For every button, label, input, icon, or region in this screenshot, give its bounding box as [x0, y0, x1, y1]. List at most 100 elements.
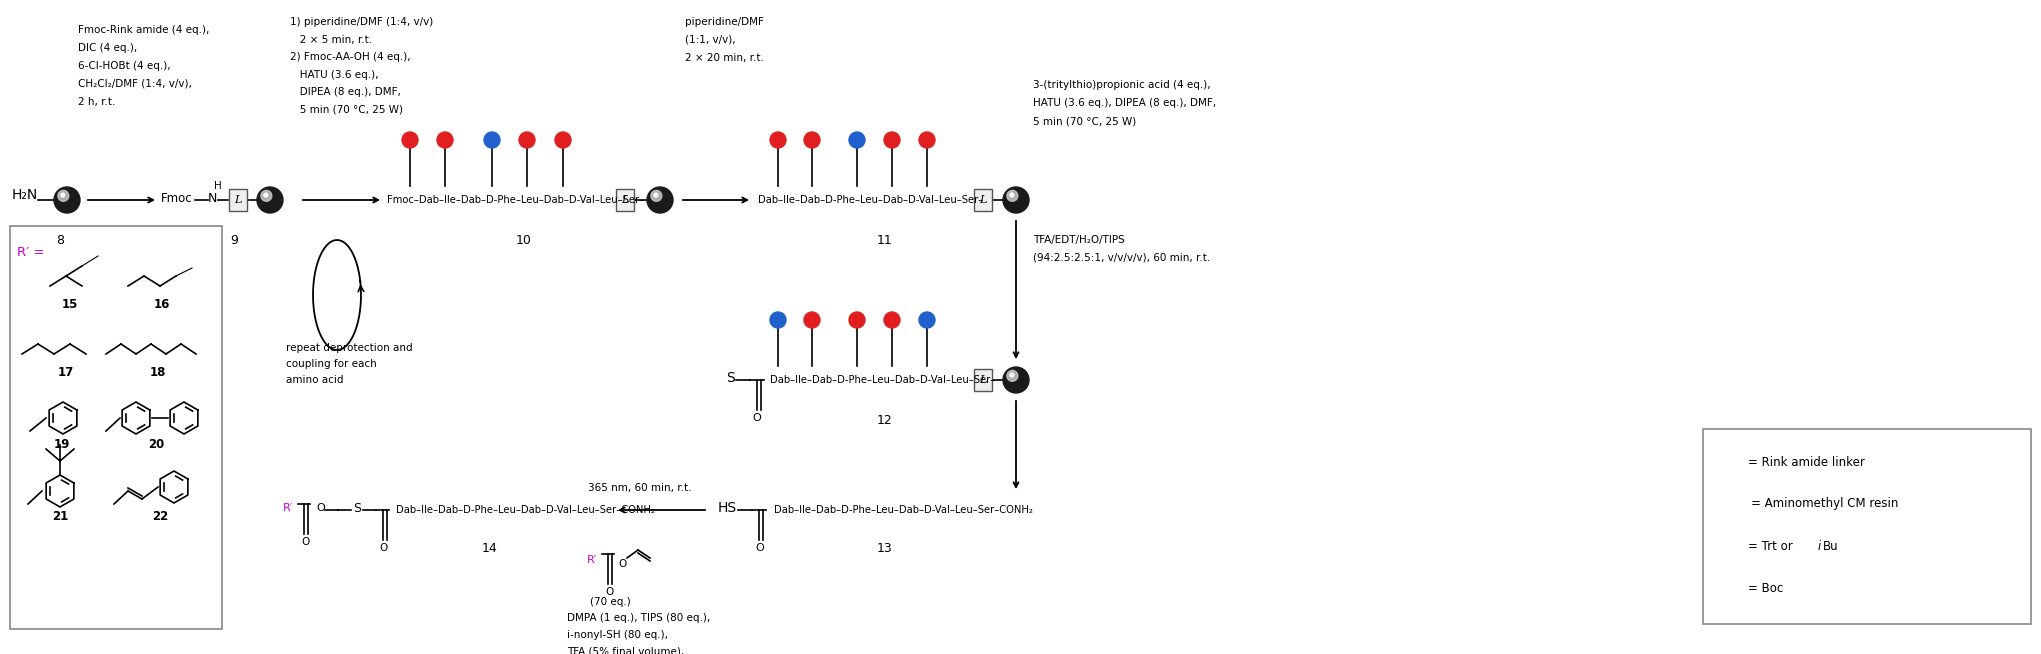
Text: H: H	[214, 181, 222, 191]
Text: 21: 21	[51, 511, 67, 523]
Text: 5 min (70 °C, 25 W): 5 min (70 °C, 25 W)	[1033, 116, 1137, 126]
Text: 14: 14	[482, 542, 498, 555]
Text: O: O	[618, 559, 627, 569]
Text: 1) piperidine/DMF (1:4, v/v): 1) piperidine/DMF (1:4, v/v)	[290, 17, 433, 27]
Circle shape	[57, 190, 69, 201]
Text: 3-(tritylthio)propionic acid (4 eq.),: 3-(tritylthio)propionic acid (4 eq.),	[1033, 80, 1210, 90]
FancyBboxPatch shape	[1702, 429, 2031, 624]
Text: 365 nm, 60 min, r.t.: 365 nm, 60 min, r.t.	[588, 483, 692, 493]
Circle shape	[1721, 578, 1741, 598]
Text: coupling for each: coupling for each	[286, 359, 378, 369]
Text: R′: R′	[588, 555, 598, 565]
Text: repeat deprotection and: repeat deprotection and	[286, 343, 412, 353]
Text: Bu: Bu	[1823, 540, 1839, 553]
Text: i: i	[1819, 540, 1821, 553]
Text: O: O	[300, 537, 308, 547]
Text: DMPA (1 eq.), TIPS (80 eq.),: DMPA (1 eq.), TIPS (80 eq.),	[567, 613, 710, 623]
Circle shape	[849, 132, 865, 148]
Circle shape	[484, 132, 500, 148]
Circle shape	[918, 312, 935, 328]
Text: O: O	[753, 413, 761, 423]
Text: HATU (3.6 eq.),: HATU (3.6 eq.),	[290, 69, 378, 80]
Circle shape	[263, 193, 267, 197]
Circle shape	[1719, 491, 1743, 517]
Text: HS: HS	[718, 501, 737, 515]
Text: 2 × 5 min, r.t.: 2 × 5 min, r.t.	[290, 35, 371, 44]
FancyBboxPatch shape	[229, 189, 247, 211]
Text: Dab–Ile–Dab–D-Phe–Leu–Dab–D-Val–Leu–Ser–: Dab–Ile–Dab–D-Phe–Leu–Dab–D-Val–Leu–Ser–	[757, 195, 984, 205]
Text: L: L	[235, 195, 241, 205]
Circle shape	[918, 132, 935, 148]
Circle shape	[1723, 494, 1733, 506]
Text: L: L	[980, 375, 986, 385]
Circle shape	[849, 312, 865, 328]
Text: = Rink amide linker: = Rink amide linker	[1747, 455, 1865, 468]
Circle shape	[402, 132, 418, 148]
Circle shape	[1002, 367, 1029, 393]
Text: 9: 9	[231, 233, 239, 247]
Text: = Trt or: = Trt or	[1747, 540, 1796, 553]
Text: CH₂Cl₂/DMF (1:4, v/v),: CH₂Cl₂/DMF (1:4, v/v),	[78, 79, 192, 89]
Circle shape	[261, 190, 271, 201]
Text: (70 eq.): (70 eq.)	[590, 597, 631, 607]
Text: 10: 10	[516, 233, 533, 247]
Text: R′ =: R′ =	[16, 245, 45, 258]
Text: Fmoc-Rink amide (4 eq.),: Fmoc-Rink amide (4 eq.),	[78, 25, 210, 35]
Text: 13: 13	[878, 542, 892, 555]
Circle shape	[61, 193, 65, 197]
Text: 16: 16	[153, 298, 169, 311]
Text: (94:2.5:2.5:1, v/v/v/v), 60 min, r.t.: (94:2.5:2.5:1, v/v/v/v), 60 min, r.t.	[1033, 253, 1210, 263]
Text: O: O	[316, 503, 325, 513]
Text: 22: 22	[151, 511, 167, 523]
FancyBboxPatch shape	[974, 189, 992, 211]
Circle shape	[769, 132, 786, 148]
Text: 18: 18	[149, 366, 165, 379]
Circle shape	[1006, 190, 1018, 201]
Circle shape	[651, 190, 661, 201]
FancyBboxPatch shape	[1721, 451, 1741, 473]
Circle shape	[257, 187, 284, 213]
Text: H₂N: H₂N	[12, 188, 39, 202]
Text: HATU (3.6 eq.), DIPEA (8 eq.), DMF,: HATU (3.6 eq.), DIPEA (8 eq.), DMF,	[1033, 98, 1216, 108]
Circle shape	[1721, 536, 1741, 556]
Text: L: L	[980, 195, 986, 205]
Text: L: L	[620, 195, 629, 205]
Text: DIPEA (8 eq.), DMF,: DIPEA (8 eq.), DMF,	[290, 87, 400, 97]
Text: L: L	[1727, 457, 1735, 467]
Circle shape	[518, 132, 535, 148]
Text: S: S	[727, 371, 735, 385]
Text: amino acid: amino acid	[286, 375, 343, 385]
Text: 17: 17	[57, 366, 73, 379]
Text: N: N	[208, 192, 218, 205]
Circle shape	[804, 132, 820, 148]
Text: TFA/EDT/H₂O/TIPS: TFA/EDT/H₂O/TIPS	[1033, 235, 1125, 245]
Text: 2 × 20 min, r.t.: 2 × 20 min, r.t.	[686, 53, 763, 63]
Text: Dab–Ile–Dab–D-Phe–Leu–Dab–D-Val–Leu–Ser–: Dab–Ile–Dab–D-Phe–Leu–Dab–D-Val–Leu–Ser–	[769, 375, 996, 385]
Text: TFA (5% final volume),: TFA (5% final volume),	[567, 647, 684, 654]
Circle shape	[647, 187, 674, 213]
FancyBboxPatch shape	[616, 189, 635, 211]
Circle shape	[884, 132, 900, 148]
Text: piperidine/DMF: piperidine/DMF	[686, 17, 763, 27]
Circle shape	[437, 132, 453, 148]
Text: Dab–Ile–Dab–D-Phe–Leu–Dab–D-Val–Leu–Ser–CONH₂: Dab–Ile–Dab–D-Phe–Leu–Dab–D-Val–Leu–Ser–…	[774, 505, 1033, 515]
Circle shape	[804, 312, 820, 328]
Circle shape	[1725, 497, 1729, 501]
Circle shape	[769, 312, 786, 328]
Text: 12: 12	[878, 413, 892, 426]
FancyBboxPatch shape	[974, 369, 992, 391]
Text: DIC (4 eq.),: DIC (4 eq.),	[78, 43, 137, 53]
Text: i-nonyl-SH (80 eq.),: i-nonyl-SH (80 eq.),	[567, 630, 667, 640]
Circle shape	[53, 187, 80, 213]
Text: Dab–Ile–Dab–D-Phe–Leu–Dab–D-Val–Leu–Ser–CONH₂: Dab–Ile–Dab–D-Phe–Leu–Dab–D-Val–Leu–Ser–…	[396, 505, 655, 515]
Text: = Aminomethyl CM resin: = Aminomethyl CM resin	[1751, 498, 1898, 511]
Circle shape	[555, 132, 571, 148]
Text: O: O	[755, 543, 765, 553]
Circle shape	[1006, 370, 1018, 381]
Text: 8: 8	[55, 233, 63, 247]
Text: 15: 15	[61, 298, 78, 311]
Text: 2 h, r.t.: 2 h, r.t.	[78, 97, 116, 107]
Circle shape	[653, 193, 657, 197]
Text: 20: 20	[147, 438, 163, 451]
Text: 5 min (70 °C, 25 W): 5 min (70 °C, 25 W)	[290, 105, 402, 114]
